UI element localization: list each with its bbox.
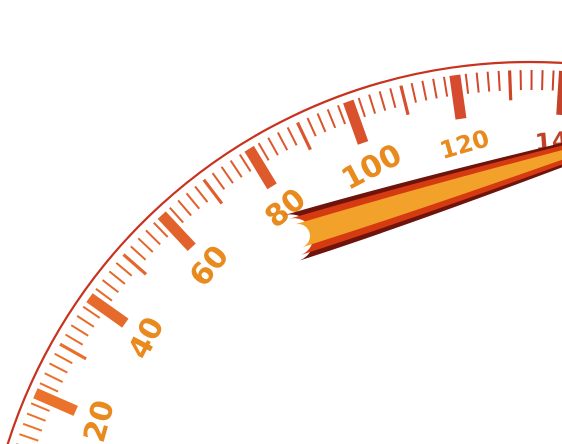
minor-tick [368, 94, 377, 114]
minor-tick [296, 121, 312, 151]
needle-highlight [294, 150, 562, 248]
minor-tick [486, 71, 491, 92]
major-tick [343, 99, 369, 145]
minor-tick [464, 73, 470, 94]
minor-tick [389, 88, 397, 108]
minor-tick [410, 82, 417, 103]
bezel-arc [6, 60, 562, 444]
minor-tick [432, 78, 438, 99]
minor-tick [54, 352, 73, 365]
minor-tick [399, 85, 410, 116]
speed-label: 120 [437, 124, 493, 165]
minor-tick [326, 108, 337, 129]
minor-tick [316, 113, 327, 133]
minor-tick [194, 185, 209, 203]
minor-tick [101, 279, 119, 294]
speed-label: 20 [77, 397, 122, 444]
minor-tick [229, 160, 243, 178]
minor-tick [153, 221, 169, 238]
minor-tick [26, 412, 46, 422]
minor-tick [49, 362, 68, 374]
dial-bezel [6, 60, 562, 444]
minor-tick [306, 117, 317, 137]
minor-tick [276, 132, 289, 151]
major-tick [86, 293, 129, 328]
minor-tick [220, 166, 234, 184]
minor-tick [65, 333, 84, 346]
minor-tick [211, 172, 226, 190]
minor-tick [137, 237, 154, 253]
minor-tick [497, 70, 501, 91]
minor-tick [39, 382, 59, 393]
minor-tick [82, 305, 101, 319]
minor-tick [70, 324, 89, 337]
minor-tick [267, 137, 279, 156]
minor-tick [44, 372, 64, 383]
minor-tick [177, 199, 192, 217]
minor-tick [239, 154, 252, 172]
minor-tick [202, 178, 224, 205]
major-tick [244, 145, 277, 190]
minor-tick [185, 192, 201, 210]
minor-tick [19, 433, 39, 442]
speedometer-needle-icon [283, 142, 562, 262]
minor-tick [337, 104, 346, 125]
minor-tick [130, 245, 147, 261]
minor-tick [169, 206, 184, 224]
minor-tick [475, 72, 480, 93]
minor-tick [257, 142, 270, 161]
minor-tick [115, 262, 133, 277]
minor-tick [122, 253, 148, 276]
minor-tick [145, 229, 161, 246]
minor-tick [76, 315, 95, 328]
minor-tick [507, 70, 513, 101]
minor-tick [421, 80, 428, 101]
major-tick [157, 211, 196, 251]
minor-tick [108, 270, 126, 285]
minor-tick [59, 342, 87, 361]
speed-label: 80 [258, 182, 312, 236]
minor-tick [22, 422, 43, 432]
speed-label: 40 [121, 312, 171, 365]
minor-tick [378, 91, 387, 111]
major-tick [449, 74, 467, 120]
major-tick [33, 388, 78, 416]
minor-tick [551, 70, 555, 91]
minor-tick [357, 97, 366, 118]
minor-tick [95, 287, 113, 302]
minor-tick [30, 402, 50, 412]
minor-tick [286, 126, 298, 146]
tick-marks [16, 69, 562, 444]
minor-tick [442, 76, 449, 97]
